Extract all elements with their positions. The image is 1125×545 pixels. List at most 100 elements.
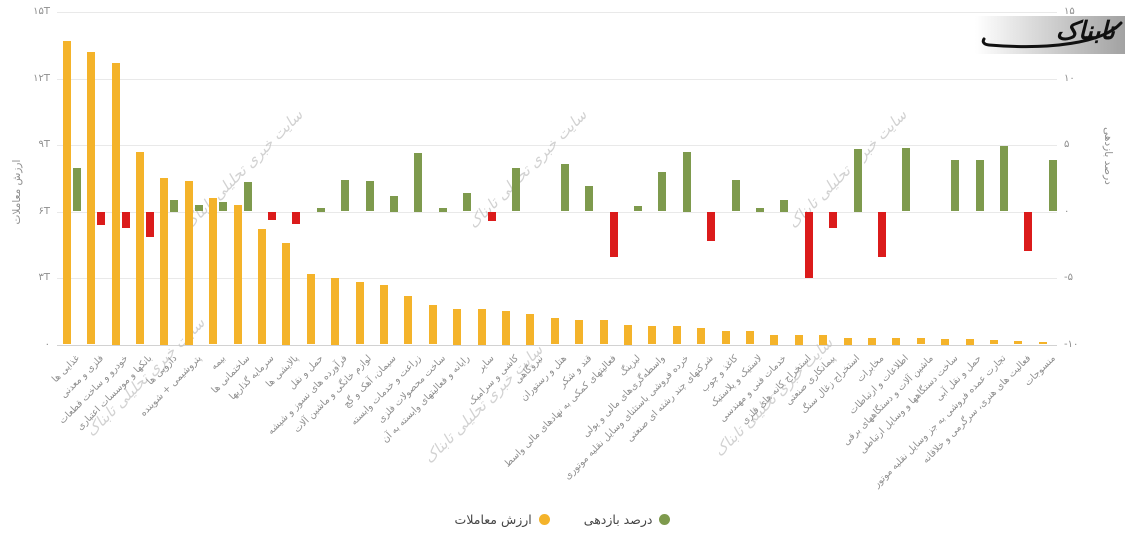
bar-return[interactable] [999, 146, 1008, 212]
gridline [57, 211, 1057, 213]
bar-return[interactable] [145, 211, 154, 237]
bar-return[interactable] [389, 195, 398, 212]
bar-value[interactable] [160, 178, 169, 345]
bar-return[interactable] [341, 179, 350, 212]
bar-return[interactable] [731, 179, 740, 212]
bar-value[interactable] [745, 331, 754, 345]
gridline [57, 78, 1057, 80]
bar-value[interactable] [672, 325, 681, 345]
bar-value[interactable] [1014, 341, 1023, 345]
bar-value[interactable] [404, 295, 413, 345]
bar-value[interactable] [867, 337, 876, 345]
bar-value[interactable] [575, 320, 584, 345]
legend-label-return: درصد بازدهی [583, 512, 653, 527]
bar-value[interactable] [453, 309, 462, 345]
bar-value[interactable] [233, 204, 242, 345]
bar-return[interactable] [682, 151, 691, 212]
bar-return[interactable] [292, 211, 301, 224]
bar-return[interactable] [633, 206, 642, 212]
bar-return[interactable] [609, 211, 618, 257]
bar-return[interactable] [902, 147, 911, 212]
watermark-text: سایت خبری تحلیلی تابناک [180, 105, 307, 233]
watermark-text: سایت خبری تحلیلی تابناک [784, 105, 911, 233]
bar-value[interactable] [209, 198, 218, 345]
bar-value[interactable] [87, 51, 96, 345]
bar-return[interactable] [170, 199, 179, 212]
bar-return[interactable] [316, 207, 325, 212]
bar-return[interactable] [829, 211, 838, 228]
bar-value[interactable] [257, 229, 266, 345]
bar-return[interactable] [560, 163, 569, 212]
right-axis-title: درصد بازدهی [1102, 127, 1114, 185]
bar-value[interactable] [770, 334, 779, 345]
bar-return[interactable] [658, 171, 667, 212]
bar-return[interactable] [804, 211, 813, 278]
legend-item-return[interactable]: درصد بازدهی [584, 512, 671, 527]
bar-return[interactable] [585, 186, 594, 212]
bar-value[interactable] [379, 284, 388, 345]
bar-value[interactable] [355, 282, 364, 345]
left-axis-tick: ۱۵T [33, 6, 50, 17]
bar-return[interactable] [780, 199, 789, 212]
bar-value[interactable] [501, 311, 510, 345]
bar-return[interactable] [97, 211, 106, 225]
bar-value[interactable] [843, 337, 852, 345]
bar-value[interactable] [428, 304, 437, 345]
left-axis-tick: ۶T [38, 205, 50, 217]
bar-value[interactable] [111, 63, 120, 345]
bar-value[interactable] [794, 334, 803, 345]
bar-return[interactable] [414, 153, 423, 212]
bar-value[interactable] [892, 337, 901, 345]
right-axis-tick: -۱۰ [1064, 338, 1079, 350]
bar-value[interactable] [599, 320, 608, 345]
bar-value[interactable] [550, 317, 559, 345]
bar-value[interactable] [184, 180, 193, 345]
bar-return[interactable] [243, 182, 252, 212]
bar-value[interactable] [62, 40, 71, 345]
bar-return[interactable] [72, 167, 81, 212]
value-series-dot-icon [538, 514, 550, 525]
tabnak-logo[interactable]: تابناک [975, 16, 1125, 54]
bar-return[interactable] [219, 202, 228, 212]
right-axis-tick: ۰ [1064, 205, 1070, 217]
bar-return[interactable] [487, 211, 496, 221]
bar-return[interactable] [707, 211, 716, 241]
bar-value[interactable] [306, 273, 315, 345]
bar-return[interactable] [267, 211, 276, 220]
bar-value[interactable] [331, 278, 340, 345]
bar-return[interactable] [1048, 159, 1057, 212]
gridline [57, 12, 1057, 13]
bar-return[interactable] [951, 159, 960, 212]
bar-value[interactable] [623, 324, 632, 345]
bar-value[interactable] [526, 313, 535, 345]
bar-value[interactable] [941, 339, 950, 345]
bar-return[interactable] [755, 207, 764, 212]
bar-value[interactable] [819, 334, 828, 345]
bar-value[interactable] [477, 309, 486, 345]
gridline [57, 278, 1057, 279]
bar-value[interactable] [721, 331, 730, 345]
bar-value[interactable] [135, 151, 144, 345]
bar-return[interactable] [511, 167, 520, 212]
bar-return[interactable] [121, 211, 130, 228]
bar-value[interactable] [697, 327, 706, 345]
x-axis-line [57, 344, 1057, 346]
bar-value[interactable] [282, 242, 291, 345]
bar-value[interactable] [989, 339, 998, 345]
bar-value[interactable] [965, 339, 974, 345]
bar-return[interactable] [853, 149, 862, 212]
bar-value[interactable] [648, 325, 657, 345]
bar-return[interactable] [365, 180, 374, 212]
bar-return[interactable] [463, 192, 472, 212]
bar-return[interactable] [438, 207, 447, 212]
bar-value[interactable] [1038, 342, 1047, 345]
legend-item-value[interactable]: ارزش معاملات [455, 512, 550, 527]
bar-return[interactable] [194, 204, 203, 212]
bar-value[interactable] [916, 338, 925, 345]
bar-return[interactable] [975, 159, 984, 212]
bar-return[interactable] [1024, 211, 1033, 252]
bar-return[interactable] [877, 211, 886, 257]
left-axis-title: ارزش معاملات [11, 159, 23, 225]
left-axis-tick: ۹T [38, 139, 50, 150]
